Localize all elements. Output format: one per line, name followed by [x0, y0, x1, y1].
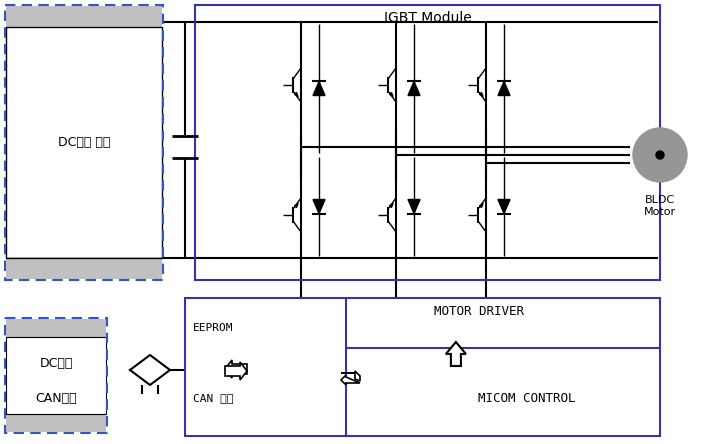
Bar	[6, 6, 162, 28]
Text: CAN 통신: CAN 통신	[193, 393, 234, 403]
Bar	[195, 5, 660, 280]
Polygon shape	[446, 342, 466, 366]
Bar	[6, 257, 162, 279]
Polygon shape	[313, 82, 325, 95]
Bar	[5, 5, 163, 280]
Polygon shape	[479, 92, 483, 97]
Bar	[6, 414, 106, 432]
Bar	[6, 28, 162, 257]
Polygon shape	[341, 371, 360, 381]
Text: DC전원: DC전원	[39, 357, 73, 369]
Polygon shape	[225, 362, 247, 380]
Bar	[6, 337, 106, 414]
Circle shape	[656, 151, 664, 159]
Text: BLDC
Motor: BLDC Motor	[644, 195, 676, 217]
Bar	[6, 319, 106, 337]
Text: DC전원 공급: DC전원 공급	[58, 136, 110, 149]
Polygon shape	[341, 375, 360, 385]
Bar	[6, 337, 106, 414]
Polygon shape	[390, 92, 393, 97]
Polygon shape	[408, 199, 420, 214]
Text: MICOM CONTROL: MICOM CONTROL	[478, 392, 576, 404]
Text: CAN통신: CAN통신	[35, 392, 77, 404]
Polygon shape	[479, 203, 483, 207]
Text: IGBT Module: IGBT Module	[384, 11, 471, 25]
Bar	[5, 318, 107, 433]
Bar	[185, 298, 660, 436]
Text: MOTOR DRIVER: MOTOR DRIVER	[435, 305, 524, 317]
Polygon shape	[294, 203, 298, 207]
Polygon shape	[313, 199, 325, 214]
Polygon shape	[294, 92, 298, 97]
Polygon shape	[390, 203, 393, 207]
Circle shape	[633, 128, 687, 182]
Polygon shape	[408, 82, 420, 95]
Polygon shape	[498, 82, 510, 95]
Text: EEPROM: EEPROM	[193, 323, 234, 333]
Polygon shape	[498, 199, 510, 214]
Polygon shape	[225, 360, 247, 378]
Bar	[6, 27, 162, 258]
